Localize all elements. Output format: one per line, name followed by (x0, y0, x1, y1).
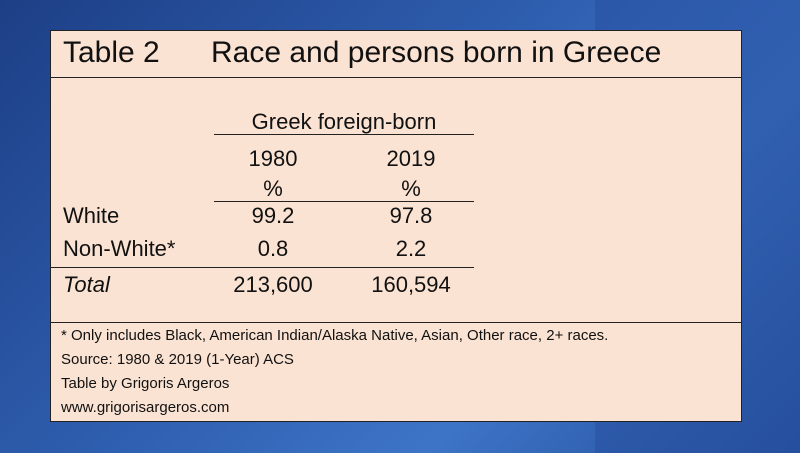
cell: 2.2 (395, 236, 427, 261)
cell: 99.2 (251, 203, 295, 228)
cell: 160,594 (371, 272, 451, 297)
rule (51, 322, 741, 323)
table-title: Race and persons born in Greece (211, 36, 662, 69)
cell: 97.8 (389, 203, 433, 228)
note: Source: 1980 & 2019 (1-Year) ACS (61, 351, 294, 368)
note: * Only includes Black, American Indian/A… (61, 327, 609, 344)
rule (214, 201, 474, 202)
unit: % (401, 176, 421, 201)
title-band: Table 2 Race and persons born in Greece (51, 31, 741, 78)
rule (51, 267, 474, 268)
column-header: 1980 (248, 146, 298, 171)
cell: 0.8 (257, 236, 289, 261)
cell: 213,600 (233, 272, 313, 297)
row-label: Total (63, 272, 110, 297)
column-header: 2019 (386, 146, 436, 171)
rule (214, 134, 474, 135)
row-label: White (63, 203, 120, 228)
row-label: Non-White* (63, 236, 176, 261)
group-header: Greek foreign-born (251, 109, 437, 134)
table-number: Table 2 (63, 36, 160, 69)
note: Table by Grigoris Argeros (61, 375, 230, 392)
unit: % (263, 176, 283, 201)
table-card: Table 2 Race and persons born in Greece … (50, 30, 742, 422)
note: www.grigorisargeros.com (61, 399, 230, 416)
